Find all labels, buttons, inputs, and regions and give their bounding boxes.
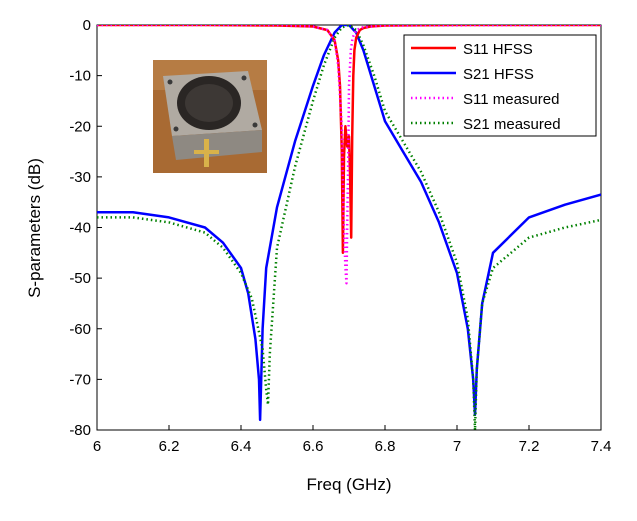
- x-axis: 6 6.2 6.4 6.6 6.8 7 7.2 7.4: [93, 425, 612, 455]
- y-tick-label: -30: [69, 169, 91, 186]
- x-tick-label: 6: [93, 438, 101, 455]
- x-tick-label: 6.8: [375, 438, 396, 455]
- x-tick-label: 7.4: [591, 438, 612, 455]
- y-tick-label: -50: [69, 270, 91, 287]
- legend-label-s21-measured: S21 measured: [463, 116, 561, 133]
- legend-label-s11-measured: S11 measured: [463, 91, 559, 108]
- y-axis-title: S-parameters (dB): [25, 158, 44, 298]
- x-tick-label: 6.2: [159, 438, 180, 455]
- y-tick-label: -80: [69, 422, 91, 439]
- x-tick-label: 6.4: [231, 438, 252, 455]
- legend: S11 HFSS S21 HFSS S11 measured S21 measu…: [403, 34, 597, 137]
- legend-label-s11-hfss: S11 HFSS: [463, 41, 533, 58]
- x-axis-title: Freq (GHz): [307, 475, 392, 494]
- y-tick-label: -70: [69, 371, 91, 388]
- y-tick-label: -40: [69, 220, 91, 237]
- x-tick-label: 7.2: [519, 438, 540, 455]
- inset-cavity-photo: [153, 60, 267, 173]
- series-layer: [97, 25, 601, 430]
- y-tick-label: -60: [69, 321, 91, 338]
- legend-label-s21-hfss: S21 HFSS: [463, 66, 534, 83]
- y-tick-label: -10: [69, 68, 91, 85]
- x-tick-label: 7: [453, 438, 461, 455]
- y-tick-label: 0: [83, 17, 91, 34]
- legend-box: [403, 34, 597, 137]
- y-tick-label: -20: [69, 118, 91, 135]
- y-axis: 0 -10 -20 -30 -40 -50 -60 -70 -80: [69, 17, 102, 439]
- x-tick-label: 6.6: [303, 438, 324, 455]
- series-line-s11-measured: [97, 25, 601, 285]
